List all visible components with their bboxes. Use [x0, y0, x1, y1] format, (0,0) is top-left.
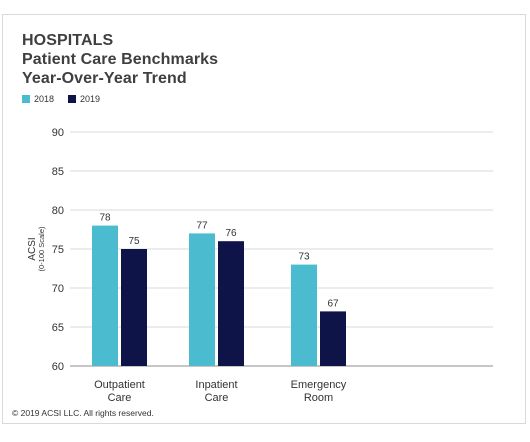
bar-2019-0	[121, 249, 147, 366]
y-tick-label: 85	[52, 166, 64, 178]
y-axis-label: ACSI	[27, 237, 38, 260]
chart-title: HOSPITALS	[22, 32, 114, 49]
bar-2019-2	[320, 311, 346, 366]
data-label: 78	[99, 213, 111, 224]
y-axis: 60 65 70 75 80 85 90	[52, 127, 64, 373]
y-tick-label: 70	[52, 283, 64, 295]
x-tick-label: Outpatient	[94, 379, 145, 391]
copyright: © 2019 ACSI LLC. All rights reserved.	[12, 408, 154, 418]
bar-2019-1	[218, 241, 244, 366]
bars: 78 75 77 76 73 67	[92, 213, 346, 366]
x-tick-label: Room	[304, 392, 333, 404]
bar-2018-0	[92, 225, 118, 366]
data-label: 67	[327, 298, 339, 309]
data-label: 73	[298, 252, 310, 263]
legend-label-2018: 2018	[34, 94, 55, 104]
x-tick-label: Emergency	[291, 379, 347, 391]
y-tick-label: 65	[52, 322, 64, 334]
legend-swatch-2018	[22, 95, 30, 103]
y-tick-label: 90	[52, 127, 64, 139]
legend: 2018 2019	[22, 94, 114, 104]
data-label: 75	[128, 236, 140, 247]
y-tick-label: 75	[52, 244, 64, 256]
data-label: 77	[196, 220, 208, 231]
chart-subtitle: Patient Care Benchmarks	[22, 51, 219, 68]
data-label: 76	[225, 228, 237, 239]
legend-swatch-2019	[68, 95, 77, 103]
chart-subtitle-2: Year-Over-Year Trend	[22, 70, 187, 87]
x-tick-label: Care	[108, 392, 132, 404]
legend-item-2018: 2018	[22, 94, 54, 104]
y-tick-label: 80	[52, 205, 64, 217]
x-tick-label: Care	[205, 392, 229, 404]
bar-2018-1	[189, 233, 215, 366]
x-tick-label: Inpatient	[195, 379, 237, 391]
chart-frame	[2, 14, 526, 424]
y-tick-label: 60	[52, 361, 64, 373]
legend-label-2019: 2019	[80, 94, 101, 104]
bar-2018-2	[291, 264, 317, 366]
legend-item-2019: 2019	[68, 94, 100, 104]
y-axis-sublabel: (0-100 Scale)	[37, 226, 46, 272]
